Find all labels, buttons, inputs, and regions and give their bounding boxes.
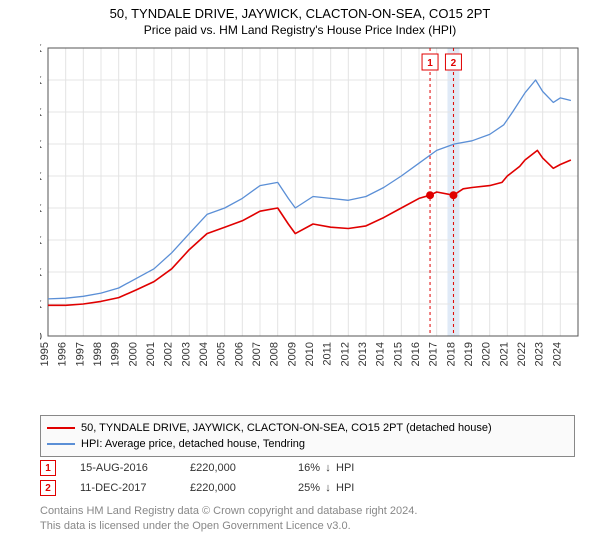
svg-text:£450K: £450K <box>40 44 43 55</box>
event-pct: 16% <box>280 462 320 474</box>
svg-text:1: 1 <box>427 58 433 69</box>
event-vs: HPI <box>336 462 354 474</box>
svg-text:£0: £0 <box>40 331 42 343</box>
svg-text:1996: 1996 <box>57 342 69 366</box>
event-price: £220,000 <box>190 482 280 494</box>
svg-text:£100K: £100K <box>40 267 43 279</box>
svg-text:2015: 2015 <box>392 342 404 366</box>
page-title: 50, TYNDALE DRIVE, JAYWICK, CLACTON-ON-S… <box>0 0 600 21</box>
legend-item-hpi: HPI: Average price, detached house, Tend… <box>47 436 568 452</box>
svg-text:£350K: £350K <box>40 107 43 119</box>
svg-text:2004: 2004 <box>198 342 210 366</box>
svg-text:2006: 2006 <box>233 342 245 366</box>
legend-label: 50, TYNDALE DRIVE, JAYWICK, CLACTON-ON-S… <box>81 422 492 434</box>
svg-text:1998: 1998 <box>92 342 104 366</box>
svg-text:£400K: £400K <box>40 75 43 87</box>
svg-text:£50K: £50K <box>40 299 43 311</box>
svg-text:£200K: £200K <box>40 203 43 215</box>
footer-line: Contains HM Land Registry data © Crown c… <box>40 504 417 519</box>
svg-text:2014: 2014 <box>375 342 387 366</box>
svg-text:£150K: £150K <box>40 235 43 247</box>
svg-text:2023: 2023 <box>534 342 546 366</box>
event-pct: 25% <box>280 482 320 494</box>
footer-line: This data is licensed under the Open Gov… <box>40 519 417 534</box>
svg-text:1997: 1997 <box>74 342 86 366</box>
event-date: 11-DEC-2017 <box>80 482 190 494</box>
event-marker-badge: 1 <box>40 460 56 476</box>
svg-text:2021: 2021 <box>498 342 510 366</box>
svg-text:2017: 2017 <box>428 342 440 366</box>
svg-text:2024: 2024 <box>551 342 563 366</box>
legend-label: HPI: Average price, detached house, Tend… <box>81 438 305 450</box>
price-chart: £0 £50K £100K £150K £200K £250K £300K £350K £400… <box>40 44 585 374</box>
svg-text:1995: 1995 <box>40 342 51 366</box>
legend-swatch <box>47 427 75 429</box>
legend-swatch <box>47 443 75 444</box>
svg-text:2008: 2008 <box>269 342 281 366</box>
svg-text:2005: 2005 <box>216 342 228 366</box>
svg-text:2020: 2020 <box>481 342 493 366</box>
svg-text:£250K: £250K <box>40 171 43 183</box>
svg-text:2000: 2000 <box>127 342 139 366</box>
svg-text:2007: 2007 <box>251 342 263 366</box>
footer-attribution: Contains HM Land Registry data © Crown c… <box>40 504 417 534</box>
svg-text:2016: 2016 <box>410 342 422 366</box>
svg-text:2013: 2013 <box>357 342 369 366</box>
svg-text:2022: 2022 <box>516 342 528 366</box>
chart-legend: 50, TYNDALE DRIVE, JAYWICK, CLACTON-ON-S… <box>40 415 575 457</box>
svg-text:2018: 2018 <box>445 342 457 366</box>
svg-text:£300K: £300K <box>40 139 43 151</box>
svg-text:2: 2 <box>451 58 457 69</box>
svg-text:2011: 2011 <box>322 342 334 366</box>
svg-text:2003: 2003 <box>180 342 192 366</box>
event-vs: HPI <box>336 482 354 494</box>
svg-text:2001: 2001 <box>145 342 157 366</box>
down-arrow-icon: ↓ <box>320 462 336 474</box>
svg-text:2009: 2009 <box>286 342 298 366</box>
down-arrow-icon: ↓ <box>320 482 336 494</box>
svg-text:2012: 2012 <box>339 342 351 366</box>
svg-text:2002: 2002 <box>163 342 175 366</box>
event-marker-badge: 2 <box>40 480 56 496</box>
legend-item-property: 50, TYNDALE DRIVE, JAYWICK, CLACTON-ON-S… <box>47 420 568 436</box>
event-marker-row: 2 11-DEC-2017 £220,000 25% ↓ HPI <box>40 478 354 498</box>
svg-text:2019: 2019 <box>463 342 475 366</box>
event-marker-row: 1 15-AUG-2016 £220,000 16% ↓ HPI <box>40 458 354 478</box>
event-price: £220,000 <box>190 462 280 474</box>
event-markers-table: 1 15-AUG-2016 £220,000 16% ↓ HPI 2 11-DE… <box>40 458 354 498</box>
page-subtitle: Price paid vs. HM Land Registry's House … <box>0 21 600 37</box>
event-date: 15-AUG-2016 <box>80 462 190 474</box>
svg-text:2010: 2010 <box>304 342 316 366</box>
svg-text:1999: 1999 <box>110 342 122 366</box>
